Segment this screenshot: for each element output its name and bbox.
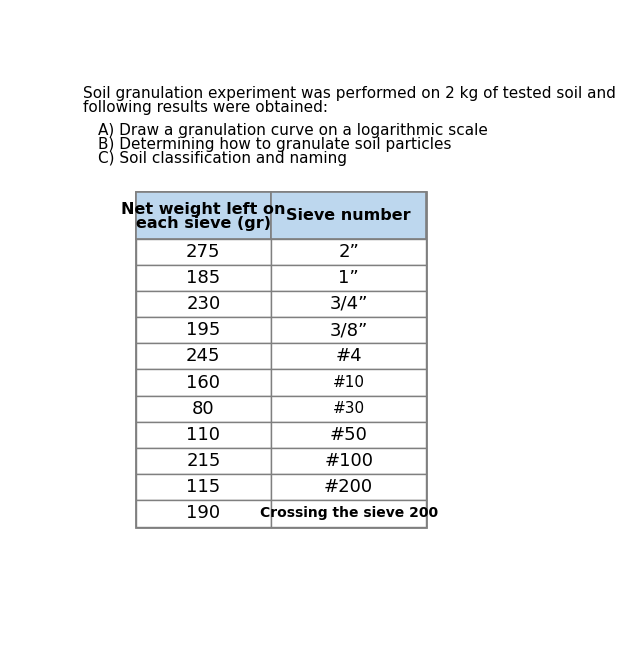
Text: 190: 190 — [186, 504, 220, 522]
Bar — [271, 317, 426, 343]
Text: 215: 215 — [186, 452, 220, 470]
Bar — [271, 370, 426, 396]
Bar — [271, 500, 426, 526]
Text: Crossing the sieve 200: Crossing the sieve 200 — [259, 507, 438, 520]
Bar — [271, 291, 426, 317]
Text: 275: 275 — [186, 243, 220, 261]
Bar — [136, 474, 271, 500]
Bar — [136, 193, 426, 526]
Text: C) Soil classification and naming: C) Soil classification and naming — [98, 151, 347, 166]
Text: 115: 115 — [186, 478, 220, 496]
Bar — [136, 343, 271, 370]
Text: 185: 185 — [186, 269, 220, 287]
Text: #100: #100 — [324, 452, 373, 470]
Text: 3/4”: 3/4” — [329, 295, 368, 313]
Bar — [271, 238, 426, 264]
Text: 2”: 2” — [338, 243, 359, 261]
Text: A) Draw a granulation curve on a logarithmic scale: A) Draw a granulation curve on a logarit… — [98, 123, 487, 138]
Bar — [136, 264, 271, 291]
Text: 110: 110 — [186, 426, 220, 444]
Text: 160: 160 — [186, 374, 220, 392]
Bar — [271, 448, 426, 474]
Text: 230: 230 — [186, 295, 220, 313]
Bar — [136, 193, 271, 238]
Bar — [136, 238, 271, 264]
Bar — [136, 370, 271, 396]
Text: Sieve number: Sieve number — [287, 208, 411, 223]
Bar — [271, 474, 426, 500]
Text: following results were obtained:: following results were obtained: — [83, 100, 328, 115]
Text: 80: 80 — [192, 400, 215, 418]
Bar — [271, 396, 426, 422]
Bar — [136, 317, 271, 343]
Text: #4: #4 — [335, 347, 362, 365]
Bar — [271, 422, 426, 448]
Bar — [136, 291, 271, 317]
Bar — [136, 396, 271, 422]
Bar — [136, 448, 271, 474]
Text: B) Determining how to granulate soil particles: B) Determining how to granulate soil par… — [98, 137, 451, 152]
Bar — [271, 343, 426, 370]
Text: #10: #10 — [332, 375, 365, 390]
Text: #30: #30 — [332, 401, 365, 416]
Text: 245: 245 — [186, 347, 220, 365]
Bar — [271, 193, 426, 238]
Text: 3/8”: 3/8” — [329, 321, 368, 339]
Text: 1”: 1” — [338, 269, 359, 287]
Bar — [136, 500, 271, 526]
Text: Soil granulation experiment was performed on 2 kg of tested soil and the: Soil granulation experiment was performe… — [83, 86, 619, 101]
Bar — [136, 422, 271, 448]
Text: #200: #200 — [324, 478, 373, 496]
Text: #50: #50 — [330, 426, 368, 444]
Text: 195: 195 — [186, 321, 220, 339]
Bar — [271, 264, 426, 291]
Text: each sieve (gr): each sieve (gr) — [136, 215, 271, 231]
Text: Net weight left on: Net weight left on — [121, 202, 285, 217]
